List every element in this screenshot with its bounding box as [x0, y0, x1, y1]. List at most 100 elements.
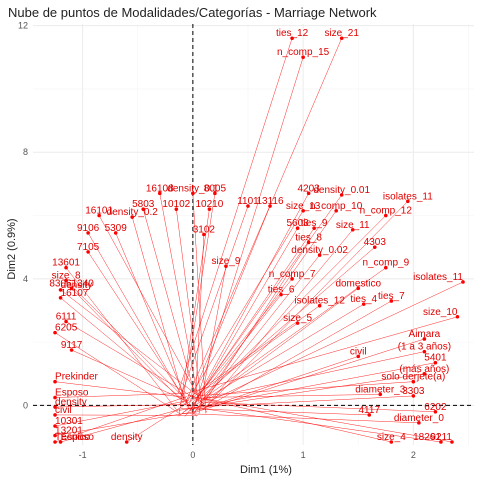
data-point: [113, 231, 118, 235]
label-segment: [204, 402, 436, 413]
data-point: [317, 303, 322, 308]
data-point: [389, 299, 394, 303]
point-label: 5803: [132, 199, 155, 210]
data-point: [141, 207, 146, 211]
data-point: [301, 55, 305, 60]
point-label: solo derjete(a): [381, 372, 445, 383]
point-label: civil: [350, 346, 367, 357]
label-segment: [185, 210, 304, 404]
point-label: 10102: [162, 199, 190, 210]
point-label: Aimara: [409, 329, 441, 340]
label-segment: [204, 229, 353, 409]
data-point: [53, 379, 57, 384]
label-segment: [195, 234, 205, 394]
label-segment: [54, 396, 187, 443]
point-label: 6111: [56, 312, 77, 323]
label-segment: [202, 398, 452, 443]
label-segment: [199, 215, 386, 402]
point-label: density: [61, 280, 93, 291]
label-segment: [191, 278, 293, 404]
data-point: [301, 208, 305, 213]
point-label: (1 a 3 años): [398, 342, 451, 353]
label-segment: [197, 228, 315, 398]
label-segment: [65, 280, 186, 399]
x-tick-label: 1: [301, 450, 306, 460]
point-label: ties_8: [295, 232, 322, 243]
point-label: n_comp_7: [269, 269, 316, 280]
label-segment: [60, 289, 200, 397]
point-label: 9106: [77, 223, 100, 234]
label-segment: [71, 349, 188, 402]
point-label: size_13: [286, 201, 321, 212]
point-label: isolates_12: [294, 296, 345, 307]
data-point: [64, 278, 68, 283]
point-label: 7105: [77, 242, 100, 253]
data-point: [58, 296, 63, 300]
point-label: Esposo: [55, 388, 89, 399]
data-point: [224, 264, 228, 268]
point-label: 1101: [237, 196, 259, 207]
label-segments: [54, 38, 464, 443]
point-label: 5603: [286, 218, 309, 229]
point-label: ties_6: [268, 285, 295, 296]
point-label: size_5: [283, 313, 312, 324]
label-segment: [181, 413, 419, 424]
data-point: [290, 36, 294, 41]
point-label: diameter_0: [394, 413, 444, 424]
data-point: [367, 413, 372, 417]
label-segment: [182, 303, 364, 413]
data-point: [69, 348, 74, 352]
data-point: [69, 286, 74, 291]
data-point: [279, 292, 283, 297]
point-label: 10210: [195, 199, 223, 210]
data-point: [406, 199, 410, 204]
data-point: [334, 208, 338, 213]
point-label: 13116: [256, 196, 284, 207]
data-point: [53, 440, 57, 444]
data-point: [350, 227, 355, 232]
point-label: 5401: [424, 353, 447, 364]
point-labels: ties_12 size_21n_comp_1516108density_0.18…: [49, 28, 463, 443]
label-segment: [55, 404, 191, 408]
label-segment: [191, 57, 304, 416]
label-segment: [87, 232, 183, 396]
data-point: [295, 321, 300, 325]
point-label: 9211: [430, 432, 452, 443]
data-point: [455, 315, 460, 319]
data-point: [124, 440, 129, 444]
data-point: [339, 193, 344, 197]
data-point: [361, 302, 366, 306]
point-label: density_0.01: [313, 185, 370, 196]
data-point: [417, 421, 421, 425]
label-segment: [55, 381, 186, 398]
x-tick-label: 2: [411, 450, 416, 460]
y-tick-label: 12: [18, 21, 28, 31]
data-point: [53, 395, 57, 400]
point-label: ties_12: [276, 28, 309, 39]
data-point: [246, 204, 250, 208]
data-point: [356, 354, 361, 359]
data-point: [422, 371, 427, 376]
data-point: [295, 226, 300, 230]
point-label: density_0.02: [291, 245, 348, 256]
point-label: ties_7: [378, 291, 405, 302]
data-point: [53, 433, 57, 438]
point-label: 9117: [61, 340, 83, 351]
data-point: [53, 330, 57, 335]
point-label: isolates_11: [413, 272, 463, 283]
y-axis-ticks: 0 4 8 12: [18, 21, 28, 411]
y-axis-title: Dim2 (0.9%): [6, 218, 18, 279]
data-point: [389, 440, 394, 444]
label-segment: [192, 373, 425, 409]
data-point: [422, 349, 427, 354]
point-label: n_comp_10: [310, 201, 363, 212]
data-point: [356, 286, 361, 291]
label-segment: [184, 294, 282, 417]
point-label: n_comp_15: [277, 47, 330, 58]
point-label: 4203: [298, 183, 321, 194]
point-label: 3102: [193, 225, 216, 236]
label-segment: [205, 288, 359, 402]
chart-title: Nube de puntos de Modalidades/Categorías…: [8, 5, 377, 20]
label-segment: [191, 281, 464, 410]
